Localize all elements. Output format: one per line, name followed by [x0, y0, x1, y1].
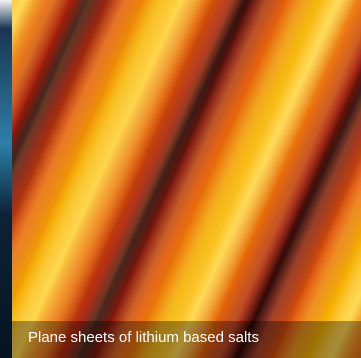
image-panel: Plane sheets of lithium based salts — [0, 0, 361, 358]
caption: Plane sheets of lithium based salts — [28, 329, 259, 346]
adjacent-image-edge — [0, 0, 12, 358]
page: Plane sheets of lithium based salts (() … — [0, 0, 361, 358]
micrograph-texture — [12, 0, 361, 358]
